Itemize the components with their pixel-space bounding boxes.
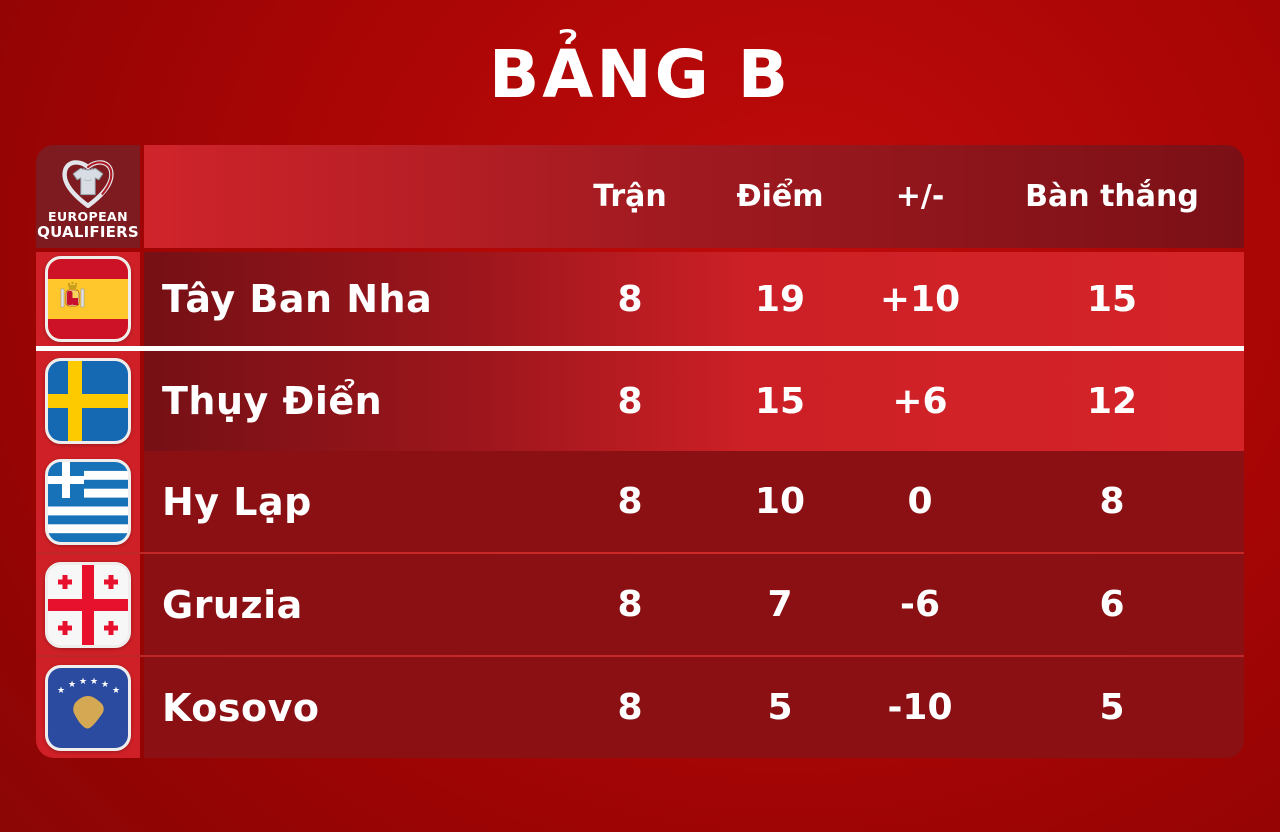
header-points: Điểm [736,179,824,214]
row-separator [36,552,1244,554]
points: 5 [767,687,793,728]
goal-diff: 0 [907,481,933,522]
header-goals-scored: Bàn thắng [1025,179,1199,214]
flag-cell [36,252,140,346]
heart-jersey-icon [62,160,114,209]
spain-flag-icon [45,256,131,342]
goals-scored: 15 [1086,278,1138,320]
table-row-spain: Tây Ban Nha 8 19 +10 15 [36,252,1244,346]
table-row-georgia: Gruzia 8 7 -6 6 [36,554,1244,655]
points: 19 [754,278,806,320]
svg-text:★: ★ [112,686,120,696]
sweden-flag-icon [45,358,131,444]
points: 7 [767,584,793,625]
matches-played: 8 [617,481,643,522]
row-separator [36,655,1244,657]
european-qualifiers-logo: EUROPEAN QUALIFIERS [36,145,140,248]
georgia-flag-icon [45,561,131,648]
header-columns: Trận Điểm +/- Bàn thắng [144,145,1244,248]
svg-text:★: ★ [90,677,98,687]
table-row-greece: Hy Lạp 8 10 0 8 [36,451,1244,552]
svg-text:★: ★ [101,680,109,690]
header-goal-diff: +/- [895,179,945,214]
goals-scored: 8 [1099,481,1125,522]
row-kosovo-data: Kosovo 8 5 -10 5 [144,657,1244,758]
goal-diff: -10 [887,687,953,728]
logo-text: EUROPEAN QUALIFIERS [37,210,139,240]
table-header-row: EUROPEAN QUALIFIERS Trận Điểm +/- Bàn th… [36,145,1244,248]
goal-diff: +6 [892,380,948,422]
svg-text:★: ★ [68,680,76,690]
flag-cell: ★ ★ ★ ★ ★ ★ [36,657,140,758]
goal-diff: +10 [879,278,961,320]
team-name: Kosovo [162,685,320,730]
goals-scored: 5 [1099,687,1125,728]
team-name: Gruzia [162,582,303,627]
matches-played: 8 [617,278,643,320]
team-name: Hy Lạp [162,479,312,524]
team-name: Tây Ban Nha [162,277,433,321]
logo-line-qualifiers: QUALIFIERS [37,222,139,241]
goals-scored: 6 [1099,584,1125,625]
row-spain-data: Tây Ban Nha 8 19 +10 15 [144,252,1244,346]
table-row-kosovo: ★ ★ ★ ★ ★ ★ Kosovo 8 5 -10 5 [36,657,1244,758]
points: 15 [754,380,806,422]
qualification-line [36,346,1244,351]
standings-table: EUROPEAN QUALIFIERS Trận Điểm +/- Bàn th… [36,145,1244,758]
flag-cell [36,451,140,552]
svg-text:★: ★ [79,677,87,687]
team-name: Thụy Điển [162,379,383,423]
greece-flag-icon [45,458,131,545]
row-georgia-data: Gruzia 8 7 -6 6 [144,554,1244,655]
flag-cell [36,351,140,451]
goals-scored: 12 [1086,380,1138,422]
matches-played: 8 [617,584,643,625]
kosovo-flag-icon: ★ ★ ★ ★ ★ ★ [45,664,131,751]
goal-diff: -6 [900,584,940,625]
flag-cell [36,554,140,655]
svg-text:★: ★ [57,686,65,696]
table-row-sweden: Thụy Điển 8 15 +6 12 [36,351,1244,451]
row-sweden-data: Thụy Điển 8 15 +6 12 [144,351,1244,451]
row-greece-data: Hy Lạp 8 10 0 8 [144,451,1244,552]
points: 10 [754,481,806,522]
matches-played: 8 [617,687,643,728]
matches-played: 8 [617,380,643,422]
page-title: BẢNG B [488,36,792,113]
header-matches: Trận [593,179,667,214]
logo-line-european: EUROPEAN [48,209,128,225]
